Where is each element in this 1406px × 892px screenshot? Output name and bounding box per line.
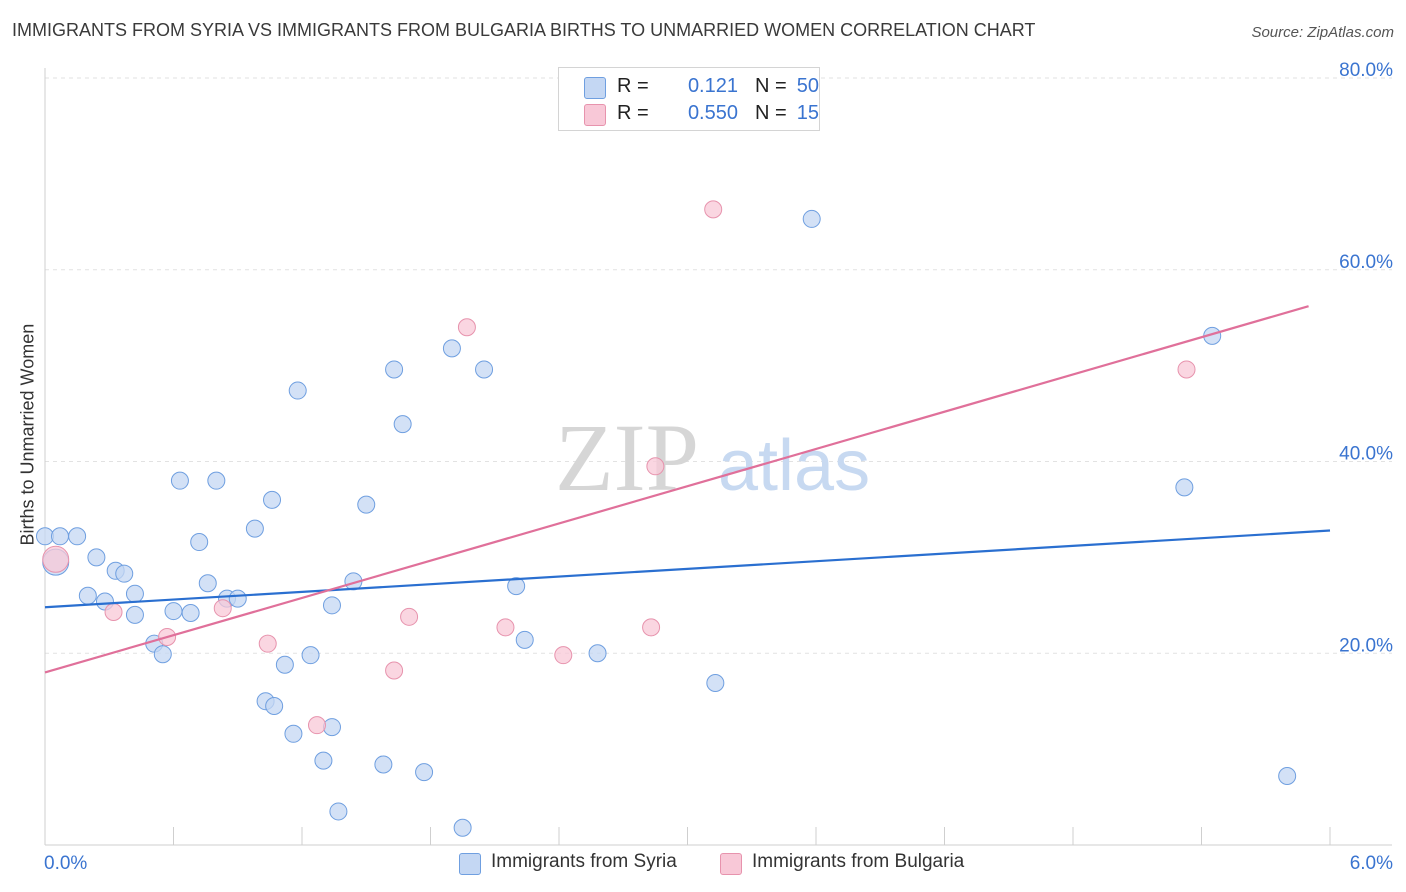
x-tick-label: 0.0% <box>44 853 87 874</box>
point-syria <box>245 519 264 538</box>
point-bulgaria <box>213 599 232 618</box>
y-axis-label: Births to Unmarried Women <box>17 323 38 546</box>
point-syria <box>314 751 333 770</box>
y-tick-label: 20.0% <box>1339 635 1393 656</box>
legend-swatch-syria <box>459 853 481 875</box>
data-points <box>36 200 1297 837</box>
y-tick-label: 60.0% <box>1339 252 1393 273</box>
point-bulgaria <box>457 318 476 337</box>
point-bulgaria <box>400 607 419 626</box>
point-syria <box>228 589 247 608</box>
point-syria <box>36 527 54 546</box>
point-syria <box>329 802 348 821</box>
axes <box>44 68 1392 846</box>
point-bulgaria <box>307 716 326 735</box>
point-syria <box>1175 478 1194 497</box>
point-bulgaria <box>1177 360 1196 379</box>
point-syria <box>507 577 526 596</box>
legend-swatch-bulgaria <box>720 853 742 875</box>
legend-r-value: 0.550 <box>687 102 738 124</box>
point-syria <box>170 471 189 490</box>
point-syria <box>68 527 87 546</box>
legend-n-label: N = <box>755 75 787 97</box>
legend-r-label: R = <box>617 75 649 97</box>
trend-line-syria <box>44 529 1331 609</box>
point-syria <box>50 527 69 546</box>
correlation-legend: R = 0.121 N = 50 R = 0.550 N = 15 <box>558 67 820 131</box>
point-syria <box>442 339 461 358</box>
point-syria <box>265 696 284 715</box>
point-syria <box>198 574 217 593</box>
point-syria <box>115 564 134 583</box>
point-syria <box>207 471 226 490</box>
point-syria <box>87 548 106 567</box>
tick-labels: 20.0% 40.0% 60.0% 80.0% 0.0% 6.0% <box>44 60 1393 874</box>
point-syria <box>125 584 144 603</box>
point-syria <box>125 605 144 624</box>
point-syria <box>164 602 183 621</box>
point-syria <box>322 718 341 737</box>
point-syria <box>275 655 294 674</box>
point-bulgaria <box>646 457 665 476</box>
legend-swatch-bulgaria <box>584 104 606 126</box>
point-bulgaria <box>704 200 723 219</box>
y-tick-label: 80.0% <box>1339 60 1393 81</box>
grid-lines <box>45 77 1392 654</box>
point-syria <box>263 490 282 509</box>
point-syria <box>153 645 172 664</box>
point-bulgaria <box>554 646 573 665</box>
watermark-atlas: atlas <box>718 426 870 506</box>
point-syria <box>181 603 200 622</box>
y-tick-label: 40.0% <box>1339 444 1393 465</box>
point-syria <box>284 724 303 743</box>
legend-r-value: 0.121 <box>687 75 738 97</box>
trend-lines <box>44 305 1331 674</box>
point-syria <box>415 763 434 782</box>
point-syria <box>190 533 209 552</box>
point-syria <box>453 818 472 837</box>
legend-swatch-syria <box>584 77 606 99</box>
watermark-zip: ZIP <box>555 404 699 511</box>
watermark: ZIP atlas <box>555 404 870 511</box>
point-syria <box>1278 766 1297 785</box>
legend-n-value: 15 <box>796 102 819 124</box>
trend-line-bulgaria <box>44 305 1309 674</box>
legend-n-label: N = <box>755 102 787 124</box>
legend-n-value: 50 <box>796 75 819 97</box>
point-syria <box>588 644 607 663</box>
point-syria <box>706 673 725 692</box>
point-bulgaria <box>496 618 515 637</box>
legend-label-bulgaria: Immigrants from Bulgaria <box>752 851 965 872</box>
point-syria <box>301 646 320 665</box>
point-syria <box>385 360 404 379</box>
point-bulgaria <box>42 545 70 573</box>
legend-r-label: R = <box>617 102 649 124</box>
point-bulgaria <box>642 618 661 637</box>
point-syria <box>802 209 821 228</box>
point-bulgaria <box>385 661 404 680</box>
point-syria <box>322 596 341 615</box>
point-syria <box>78 586 97 605</box>
chart-source: Source: ZipAtlas.com <box>1251 24 1394 41</box>
point-syria <box>515 630 534 649</box>
point-bulgaria <box>258 634 277 653</box>
point-syria <box>393 415 412 434</box>
chart-title: IMMIGRANTS FROM SYRIA VS IMMIGRANTS FROM… <box>12 20 1036 40</box>
x-tick-label: 6.0% <box>1350 853 1393 874</box>
point-syria <box>374 755 393 774</box>
point-syria <box>288 381 307 400</box>
point-syria <box>475 360 494 379</box>
point-bulgaria <box>104 603 123 622</box>
legend-label-syria: Immigrants from Syria <box>491 851 677 872</box>
point-syria <box>357 495 376 514</box>
